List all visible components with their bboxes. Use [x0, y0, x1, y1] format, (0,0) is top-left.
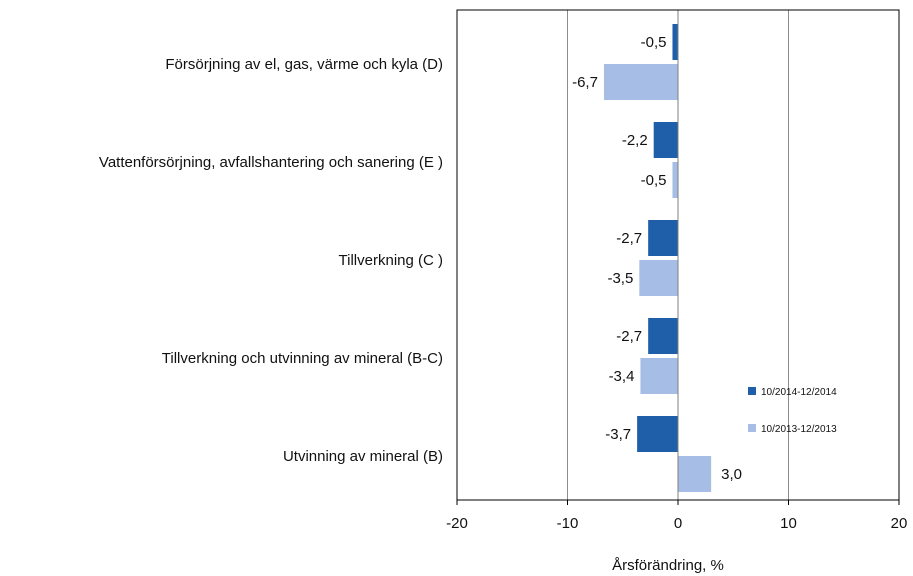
data-label: -2,2	[622, 132, 648, 149]
data-label: -2,7	[616, 328, 642, 345]
x-tick-label: -10	[557, 515, 579, 532]
x-tick-label: 20	[891, 515, 908, 532]
bar-series-2	[672, 162, 678, 198]
bar-series-1	[648, 318, 678, 354]
bar-series-1	[653, 122, 678, 158]
data-label: -3,5	[607, 270, 633, 287]
legend-swatch	[748, 387, 756, 395]
data-label: -3,4	[609, 368, 635, 385]
category-label: Vattenförsörjning, avfallshantering och …	[99, 154, 443, 171]
category-label: Tillverkning och utvinning av mineral (B…	[162, 350, 443, 367]
x-tick-label: 0	[674, 515, 682, 532]
bar-series-2	[639, 260, 678, 296]
bars	[603, 24, 712, 492]
data-label: -2,7	[616, 230, 642, 247]
x-tick-label: -20	[446, 515, 468, 532]
bar-series-1	[648, 220, 678, 256]
data-label: -6,7	[572, 74, 598, 91]
category-label: Tillverkning (C )	[339, 252, 443, 269]
bar-series-1	[637, 416, 678, 452]
legend-label: 10/2014-12/2014	[761, 387, 837, 398]
legend: 10/2014-12/2014 10/2013-12/2013	[748, 387, 837, 435]
category-labels: Försörjning av el, gas, värme och kyla (…	[99, 56, 443, 465]
data-label: -0,5	[641, 172, 667, 189]
data-label: -3,7	[605, 426, 631, 443]
data-label: 3,0	[721, 466, 742, 483]
x-axis-title: Årsförändring, %	[612, 557, 724, 574]
legend-label: 10/2013-12/2013	[761, 424, 837, 435]
x-axis-ticks: -20 -10 0 10 20	[446, 500, 907, 532]
bar-series-2	[640, 358, 678, 394]
x-tick-label: 10	[780, 515, 797, 532]
category-label: Försörjning av el, gas, värme och kyla (…	[165, 56, 443, 73]
legend-swatch	[748, 424, 756, 432]
bar-series-1	[672, 24, 678, 60]
data-labels: -0,5 -6,7 -2,2 -0,5 -2,7 -3,5 -2,7 -3,4 -3,7 3,0	[572, 34, 742, 483]
category-label: Utvinning av mineral (B)	[283, 448, 443, 465]
data-label: -0,5	[641, 34, 667, 51]
bar-series-2	[603, 64, 678, 100]
bar-series-2	[678, 456, 712, 492]
